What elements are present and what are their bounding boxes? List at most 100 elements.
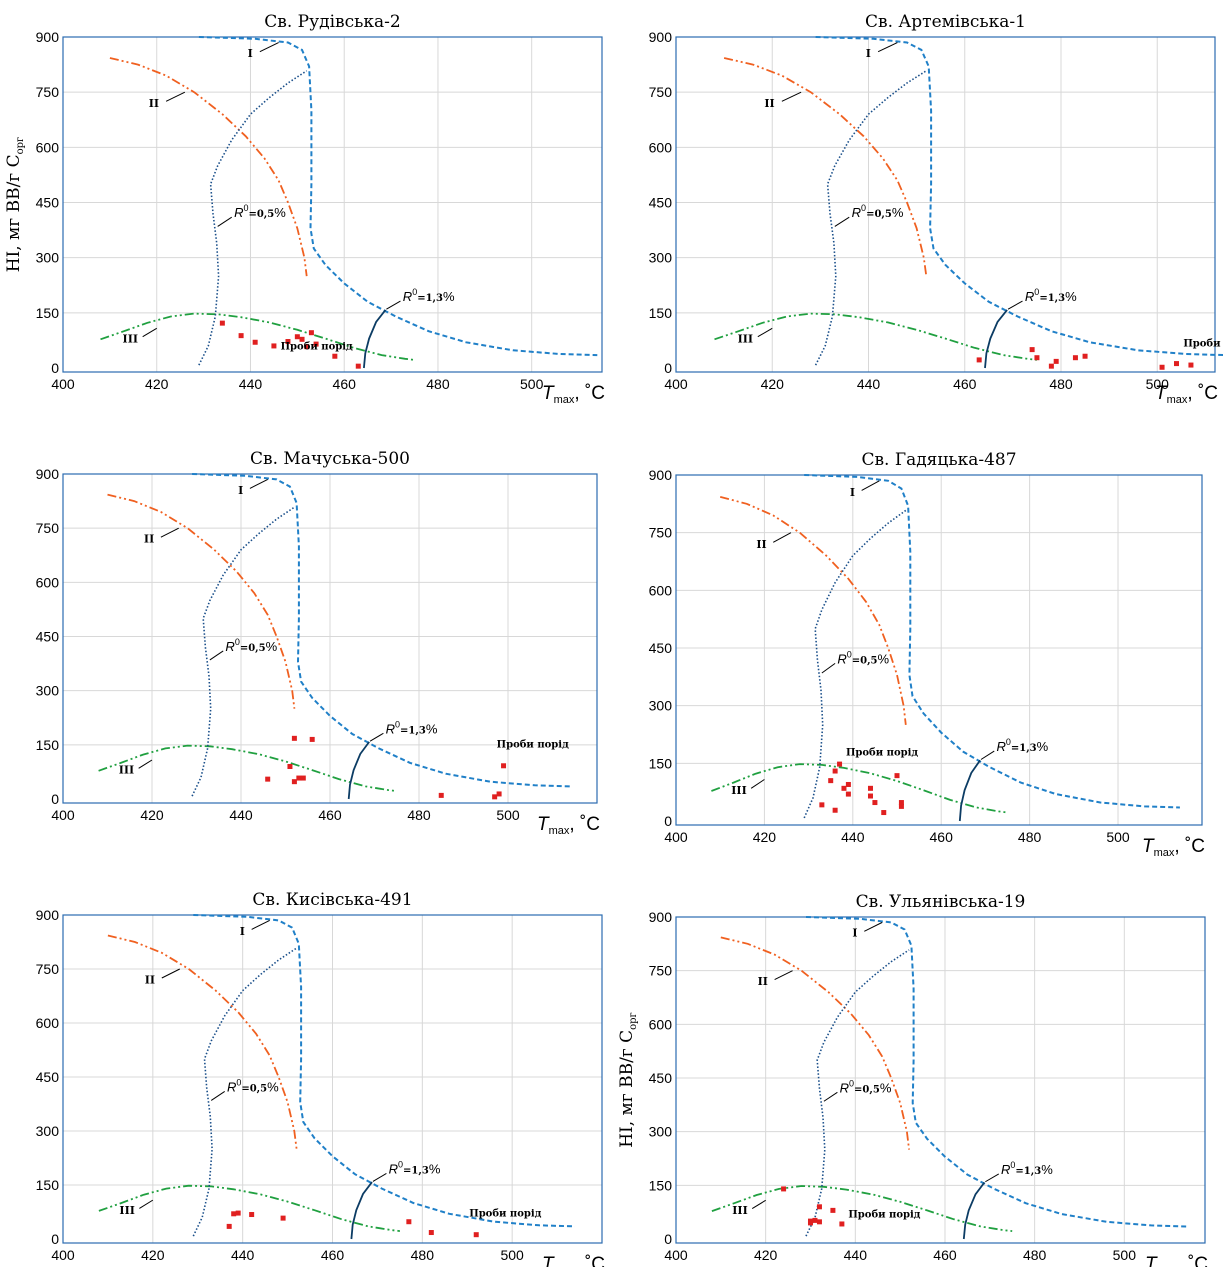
y-tick-label: 900 — [36, 907, 60, 923]
leader-line — [210, 1090, 225, 1101]
sample-point — [1072, 355, 1078, 361]
curve-III-line — [98, 1184, 401, 1232]
samples-label: Проби порід — [281, 341, 353, 352]
y-tick-label: 600 — [36, 1015, 60, 1031]
x-tick-label: 420 — [754, 1247, 778, 1263]
sample-point — [271, 343, 277, 349]
y-tick-label: 0 — [664, 813, 672, 829]
y-tick-label: 150 — [649, 755, 673, 771]
leader-line — [139, 1199, 154, 1209]
x-tick-label: 440 — [239, 376, 263, 392]
x-tick-label: 400 — [664, 376, 688, 392]
sample-point — [898, 803, 904, 809]
chart-title: Св. Мачуська-500 — [250, 449, 410, 469]
curve-II-line — [109, 57, 308, 277]
sample-point — [235, 1210, 241, 1216]
sample-point — [291, 779, 297, 785]
leader-line — [980, 750, 995, 760]
y-tick-label: 300 — [649, 250, 673, 266]
sample-point — [845, 791, 851, 797]
sample-point — [867, 785, 873, 791]
x-tick-label: 460 — [318, 807, 342, 823]
ro-0-5-isoline — [191, 506, 295, 797]
sample-point — [309, 736, 315, 742]
ro-1-3-isoline — [363, 309, 387, 369]
y-tick-label: 0 — [51, 791, 59, 807]
x-tick-label: 440 — [231, 1247, 255, 1263]
sample-point — [332, 353, 338, 359]
sample-point — [1053, 358, 1059, 364]
curve-II-line — [107, 493, 296, 709]
leader-line — [142, 327, 157, 338]
sample-point — [830, 1207, 836, 1213]
grid-lines — [63, 473, 597, 803]
x-tick-label: 420 — [753, 829, 777, 845]
sample-point — [291, 735, 297, 741]
sample-point — [841, 785, 847, 791]
sample-point — [832, 768, 838, 774]
leader-line — [773, 532, 792, 543]
sample-points — [219, 320, 361, 369]
sample-point — [300, 775, 306, 781]
y-tick-label: 150 — [36, 1177, 60, 1193]
curve-III-line — [711, 1185, 1013, 1232]
curve-III-label: III — [119, 764, 134, 777]
y-tick-label: 600 — [649, 1016, 673, 1032]
ro-0-5-label: R0=0,5% — [234, 203, 286, 220]
curve-I-label: I — [852, 927, 857, 940]
curve-II-label: II — [756, 538, 766, 551]
curve-II-label: II — [758, 975, 768, 988]
leader-line — [386, 300, 401, 310]
chart-panel-1: Св. Рудівська-2 400 420 440 460 480 500 0 150 300… — [4, 12, 605, 406]
x-tick-label: 420 — [145, 376, 169, 392]
x-tick-label: 460 — [953, 376, 977, 392]
sample-point — [438, 792, 444, 798]
chart-title: Св. Ульянівська-19 — [856, 892, 1026, 912]
sample-points — [226, 1210, 479, 1238]
sample-point — [428, 1230, 434, 1236]
ro-1-3-label: R0=1,3% — [996, 737, 1048, 754]
leader-line — [369, 732, 384, 742]
x-axis-label: Tmax, ˚C — [542, 1254, 605, 1267]
x-tick-label: 440 — [857, 376, 881, 392]
plot-frame — [675, 36, 1216, 373]
grid-lines — [676, 36, 1215, 372]
leader-line — [751, 1199, 766, 1210]
chart-panel-4: Св. Гадяцька-487 400 420 440 460 480 500 0 150 30… — [649, 450, 1205, 859]
y-tick-label: 0 — [664, 1231, 672, 1247]
curve-II-label: II — [144, 533, 154, 546]
curve-III-line — [714, 312, 1038, 361]
sample-point — [845, 781, 851, 787]
x-tick-label: 500 — [1113, 1247, 1137, 1263]
y-tick-label: 300 — [649, 698, 673, 714]
leader-line — [985, 1173, 1000, 1183]
grid-lines — [63, 36, 602, 372]
chart-title: Св. Кисівська-491 — [252, 890, 412, 910]
chart-title: Св. Гадяцька-487 — [861, 450, 1016, 470]
y-tick-label: 450 — [649, 640, 673, 656]
leader-line — [774, 970, 793, 981]
sample-point — [1048, 363, 1054, 369]
plot-frame — [62, 914, 603, 1244]
ro-1-3-label: R0=1,3% — [386, 719, 438, 736]
leader-line — [823, 1091, 838, 1102]
ro-0-5-isoline — [805, 949, 910, 1237]
ro-0-5-label: R0=0,5% — [225, 637, 277, 654]
samples-label: Проби порід — [1183, 339, 1223, 350]
sample-points — [781, 1186, 845, 1227]
chart-title: Св. Артемівська-1 — [865, 12, 1026, 32]
y-tick-label: 900 — [649, 909, 673, 925]
chart-panel-2: Св. Артемівська-1 400 420 440 460 480 500 0 150 3… — [649, 12, 1223, 406]
leader-line — [161, 968, 181, 979]
y-tick-label: 600 — [36, 139, 60, 155]
y-axis-label: HI, мг ВВ/г Сорг — [617, 1012, 639, 1148]
leader-line — [249, 478, 268, 489]
sample-point — [226, 1223, 232, 1229]
y-tick-label: 0 — [51, 360, 59, 376]
x-axis-label: Tmax, ˚C — [1142, 836, 1205, 859]
sample-points — [976, 347, 1194, 370]
leader-line — [821, 662, 836, 674]
curve-II-line — [719, 496, 907, 726]
x-tick-label: 440 — [844, 1247, 868, 1263]
